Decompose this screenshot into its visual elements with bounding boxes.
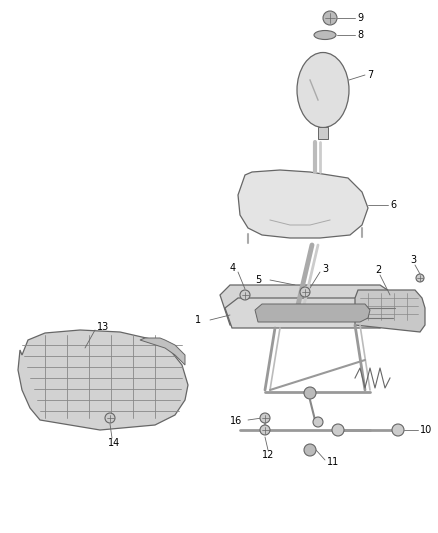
Text: 4: 4 xyxy=(230,263,236,273)
Circle shape xyxy=(313,417,323,427)
Circle shape xyxy=(304,387,316,399)
Text: 10: 10 xyxy=(420,425,432,435)
Circle shape xyxy=(332,424,344,436)
Polygon shape xyxy=(255,304,370,322)
Polygon shape xyxy=(238,170,368,238)
Circle shape xyxy=(304,444,316,456)
Polygon shape xyxy=(355,290,425,332)
Polygon shape xyxy=(18,330,188,430)
Circle shape xyxy=(323,11,337,25)
Text: 6: 6 xyxy=(390,200,396,210)
Circle shape xyxy=(105,413,115,423)
Bar xyxy=(318,127,328,139)
Text: 3: 3 xyxy=(322,264,328,274)
Text: 8: 8 xyxy=(357,30,363,40)
Text: 11: 11 xyxy=(327,457,339,467)
Polygon shape xyxy=(140,338,185,365)
Polygon shape xyxy=(220,285,395,325)
Ellipse shape xyxy=(314,30,336,39)
Circle shape xyxy=(416,274,424,282)
Text: 7: 7 xyxy=(367,70,373,80)
Circle shape xyxy=(300,287,310,297)
Circle shape xyxy=(240,290,250,300)
Circle shape xyxy=(260,413,270,423)
Ellipse shape xyxy=(297,52,349,127)
Text: 9: 9 xyxy=(357,13,363,23)
Text: 14: 14 xyxy=(108,438,120,448)
Text: 3: 3 xyxy=(410,255,416,265)
Text: 16: 16 xyxy=(230,416,242,426)
Circle shape xyxy=(260,425,270,435)
Text: 2: 2 xyxy=(375,265,381,275)
Text: 13: 13 xyxy=(97,322,109,332)
Circle shape xyxy=(392,424,404,436)
Text: 12: 12 xyxy=(262,450,274,460)
Polygon shape xyxy=(225,298,395,328)
Text: 5: 5 xyxy=(255,275,261,285)
Text: 1: 1 xyxy=(195,315,201,325)
